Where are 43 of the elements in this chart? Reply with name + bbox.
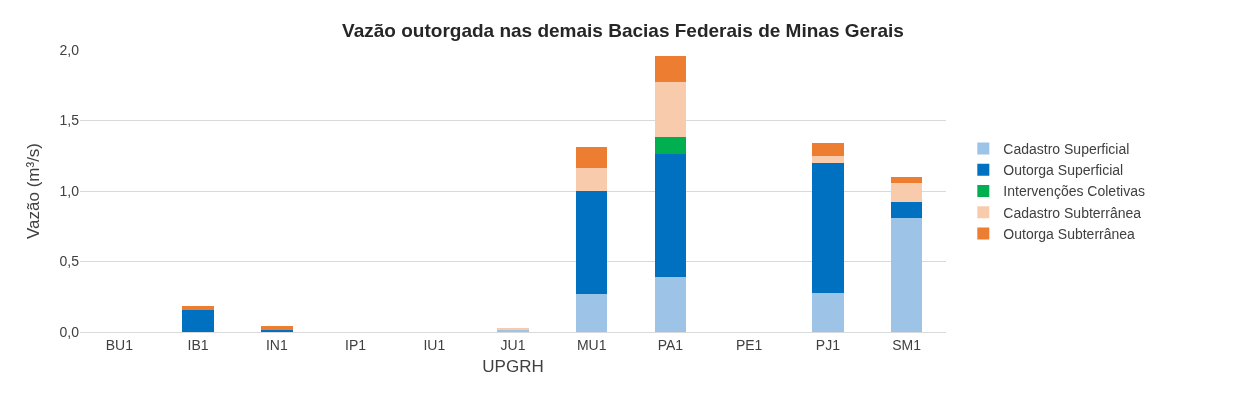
y-tick-label: 1,5: [59, 112, 80, 129]
y-tick-label: 1,0: [59, 182, 80, 199]
bar: [654, 81, 687, 137]
bar: [812, 162, 844, 293]
bar: [575, 191, 608, 294]
y-axis-title: Vazão (m³/s): [24, 142, 44, 240]
x-tick-label: MU1: [576, 336, 607, 353]
bar: [890, 176, 923, 183]
bar: [575, 147, 608, 169]
x-tick-label: IP1: [345, 336, 367, 353]
bar: [182, 310, 214, 332]
legend-label: Cadastro Superficial: [1003, 141, 1130, 158]
y-tick-label: 0,0: [59, 323, 80, 340]
bar: [654, 154, 687, 278]
x-tick-label: IB1: [187, 336, 209, 353]
legend-label: Cadastro Subterrânea: [1003, 204, 1142, 221]
x-tick-label: SM1: [892, 336, 922, 353]
legend-label: Outorga Subterrânea: [1003, 225, 1136, 242]
bar: [654, 136, 687, 155]
x-tick-label: BU1: [105, 336, 134, 353]
bar: [654, 56, 687, 82]
x-tick-label: IU1: [423, 336, 446, 353]
bar: [890, 182, 923, 203]
legend-label: Intervenções Coletivas: [1003, 183, 1145, 200]
y-tick-label: 2,0: [59, 41, 80, 58]
x-axis-title: UPGRH: [482, 357, 544, 377]
bar: [575, 168, 608, 191]
bar: [182, 305, 214, 311]
legend-label: Outorga Superficial: [1003, 162, 1124, 179]
bar: [890, 217, 923, 332]
bar: [812, 155, 844, 163]
bar: [812, 143, 844, 156]
bar: [575, 293, 608, 332]
y-tick-label: 0,5: [59, 253, 80, 270]
x-tick-label: IN1: [265, 336, 288, 353]
chart-title: Vazão outorgada nas demais Bacias Federais de Minas Gerais: [342, 20, 904, 42]
bar: [890, 202, 923, 218]
x-tick-label: PA1: [657, 336, 684, 353]
x-tick-label: JU1: [500, 336, 526, 353]
x-tick-label: PE1: [735, 336, 763, 353]
bar: [654, 277, 687, 332]
bar: [812, 292, 844, 332]
x-tick-label: PJ1: [815, 336, 841, 353]
